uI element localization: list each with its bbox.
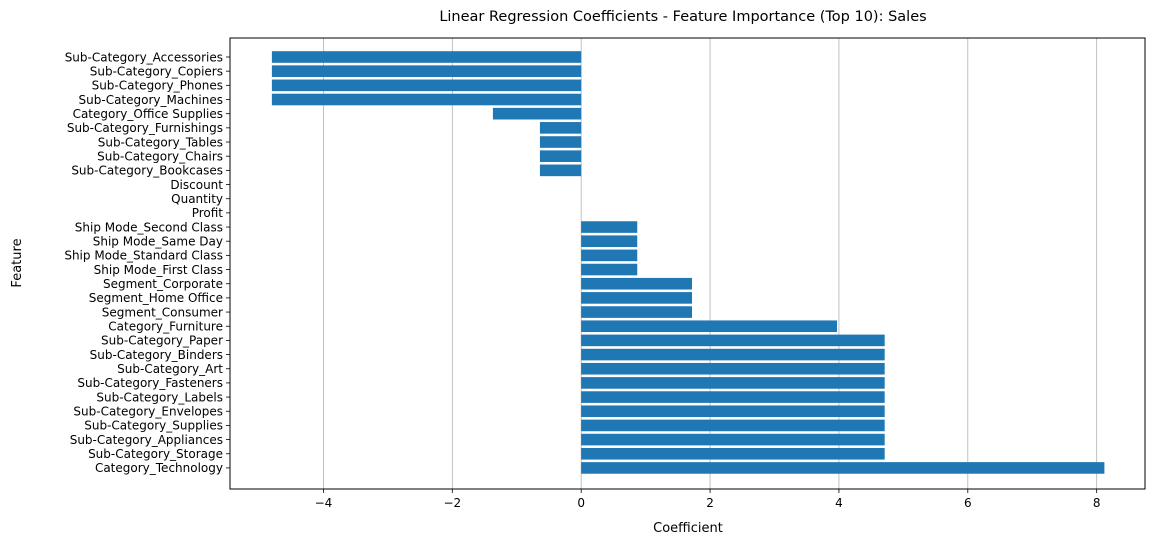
bar: [271, 51, 582, 63]
x-tick-label: −2: [443, 496, 461, 510]
y-tick-label: Sub-Category_Appliances: [70, 433, 223, 447]
x-tick-label: 0: [577, 496, 585, 510]
y-tick-label: Sub-Category_Fasteners: [77, 376, 223, 390]
bar: [539, 136, 582, 148]
bar: [581, 306, 693, 318]
x-tick-label: 6: [964, 496, 972, 510]
bar: [539, 150, 582, 162]
bar: [581, 419, 885, 432]
y-tick-label: Sub-Category_Bookcases: [71, 164, 223, 178]
bar: [581, 377, 885, 389]
y-tick-label: Sub-Category_Paper: [101, 334, 223, 348]
y-tick-label: Sub-Category_Furnishings: [67, 121, 223, 135]
y-tick-label: Segment_Home Office: [89, 291, 223, 305]
bar: [581, 263, 638, 276]
x-tick-label: −4: [315, 496, 333, 510]
bar: [581, 433, 885, 446]
y-tick-label: Sub-Category_Tables: [98, 135, 223, 149]
chart-title: Linear Regression Coefficients - Feature…: [439, 9, 926, 25]
bar: [581, 405, 885, 418]
y-tick-label: Sub-Category_Chairs: [97, 149, 223, 163]
x-axis-ticks: −4 −2 0 2 4 6 8: [315, 489, 1101, 510]
y-tick-label: Discount: [170, 178, 223, 192]
bar: [581, 348, 885, 361]
bar: [581, 320, 837, 333]
plot-area-frame: [229, 37, 1146, 490]
bar: [539, 122, 582, 134]
y-tick-label: Segment_Consumer: [102, 305, 223, 319]
x-tick-label: 2: [706, 496, 714, 510]
y-tick-label: Category_Office Supplies: [73, 107, 223, 121]
bar-series: [271, 51, 1105, 474]
y-tick-label: Category_Technology: [95, 461, 223, 475]
y-tick-label: Profit: [192, 206, 224, 220]
bar: [581, 462, 1105, 474]
y-tick-label: Sub-Category_Storage: [88, 447, 223, 461]
bar: [492, 107, 582, 120]
bar: [271, 93, 582, 106]
x-axis-label: Coefficient: [653, 521, 723, 536]
x-tick-label: 4: [835, 496, 843, 510]
y-tick-label: Sub-Category_Copiers: [90, 64, 223, 78]
bar: [271, 79, 582, 92]
y-tick-label: Sub-Category_Envelopes: [73, 405, 223, 419]
bar: [271, 65, 582, 77]
y-tick-label: Sub-Category_Phones: [92, 79, 223, 93]
y-tick-label: Sub-Category_Machines: [79, 93, 223, 107]
x-tick-label: 8: [1093, 496, 1101, 510]
y-tick-label: Sub-Category_Supplies: [84, 419, 223, 433]
bar: [581, 292, 693, 304]
bar: [581, 249, 638, 262]
bar: [581, 391, 885, 403]
bar: [581, 362, 885, 375]
bar: [581, 447, 885, 460]
y-tick-label: Sub-Category_Binders: [90, 348, 223, 362]
y-tick-label: Category_Furniture: [108, 320, 223, 334]
y-axis-label: Feature: [10, 238, 25, 287]
bar: [581, 277, 693, 290]
y-tick-label: Quantity: [171, 192, 223, 206]
bar: [539, 164, 582, 177]
y-axis-tick-labels: Sub-Category_AccessoriesSub-Category_Cop…: [64, 50, 230, 475]
bar: [581, 235, 638, 248]
y-tick-label: Ship Mode_Standard Class: [64, 249, 223, 263]
y-tick-label: Sub-Category_Labels: [96, 390, 223, 404]
y-tick-label: Ship Mode_Second Class: [75, 220, 223, 234]
bar: [581, 221, 638, 233]
y-tick-label: Sub-Category_Accessories: [65, 50, 223, 64]
bar: [581, 334, 885, 347]
y-tick-label: Segment_Corporate: [103, 277, 223, 291]
y-tick-label: Ship Mode_First Class: [94, 263, 223, 277]
y-tick-label: Sub-Category_Art: [117, 362, 223, 376]
y-tick-label: Ship Mode_Same Day: [93, 235, 223, 249]
